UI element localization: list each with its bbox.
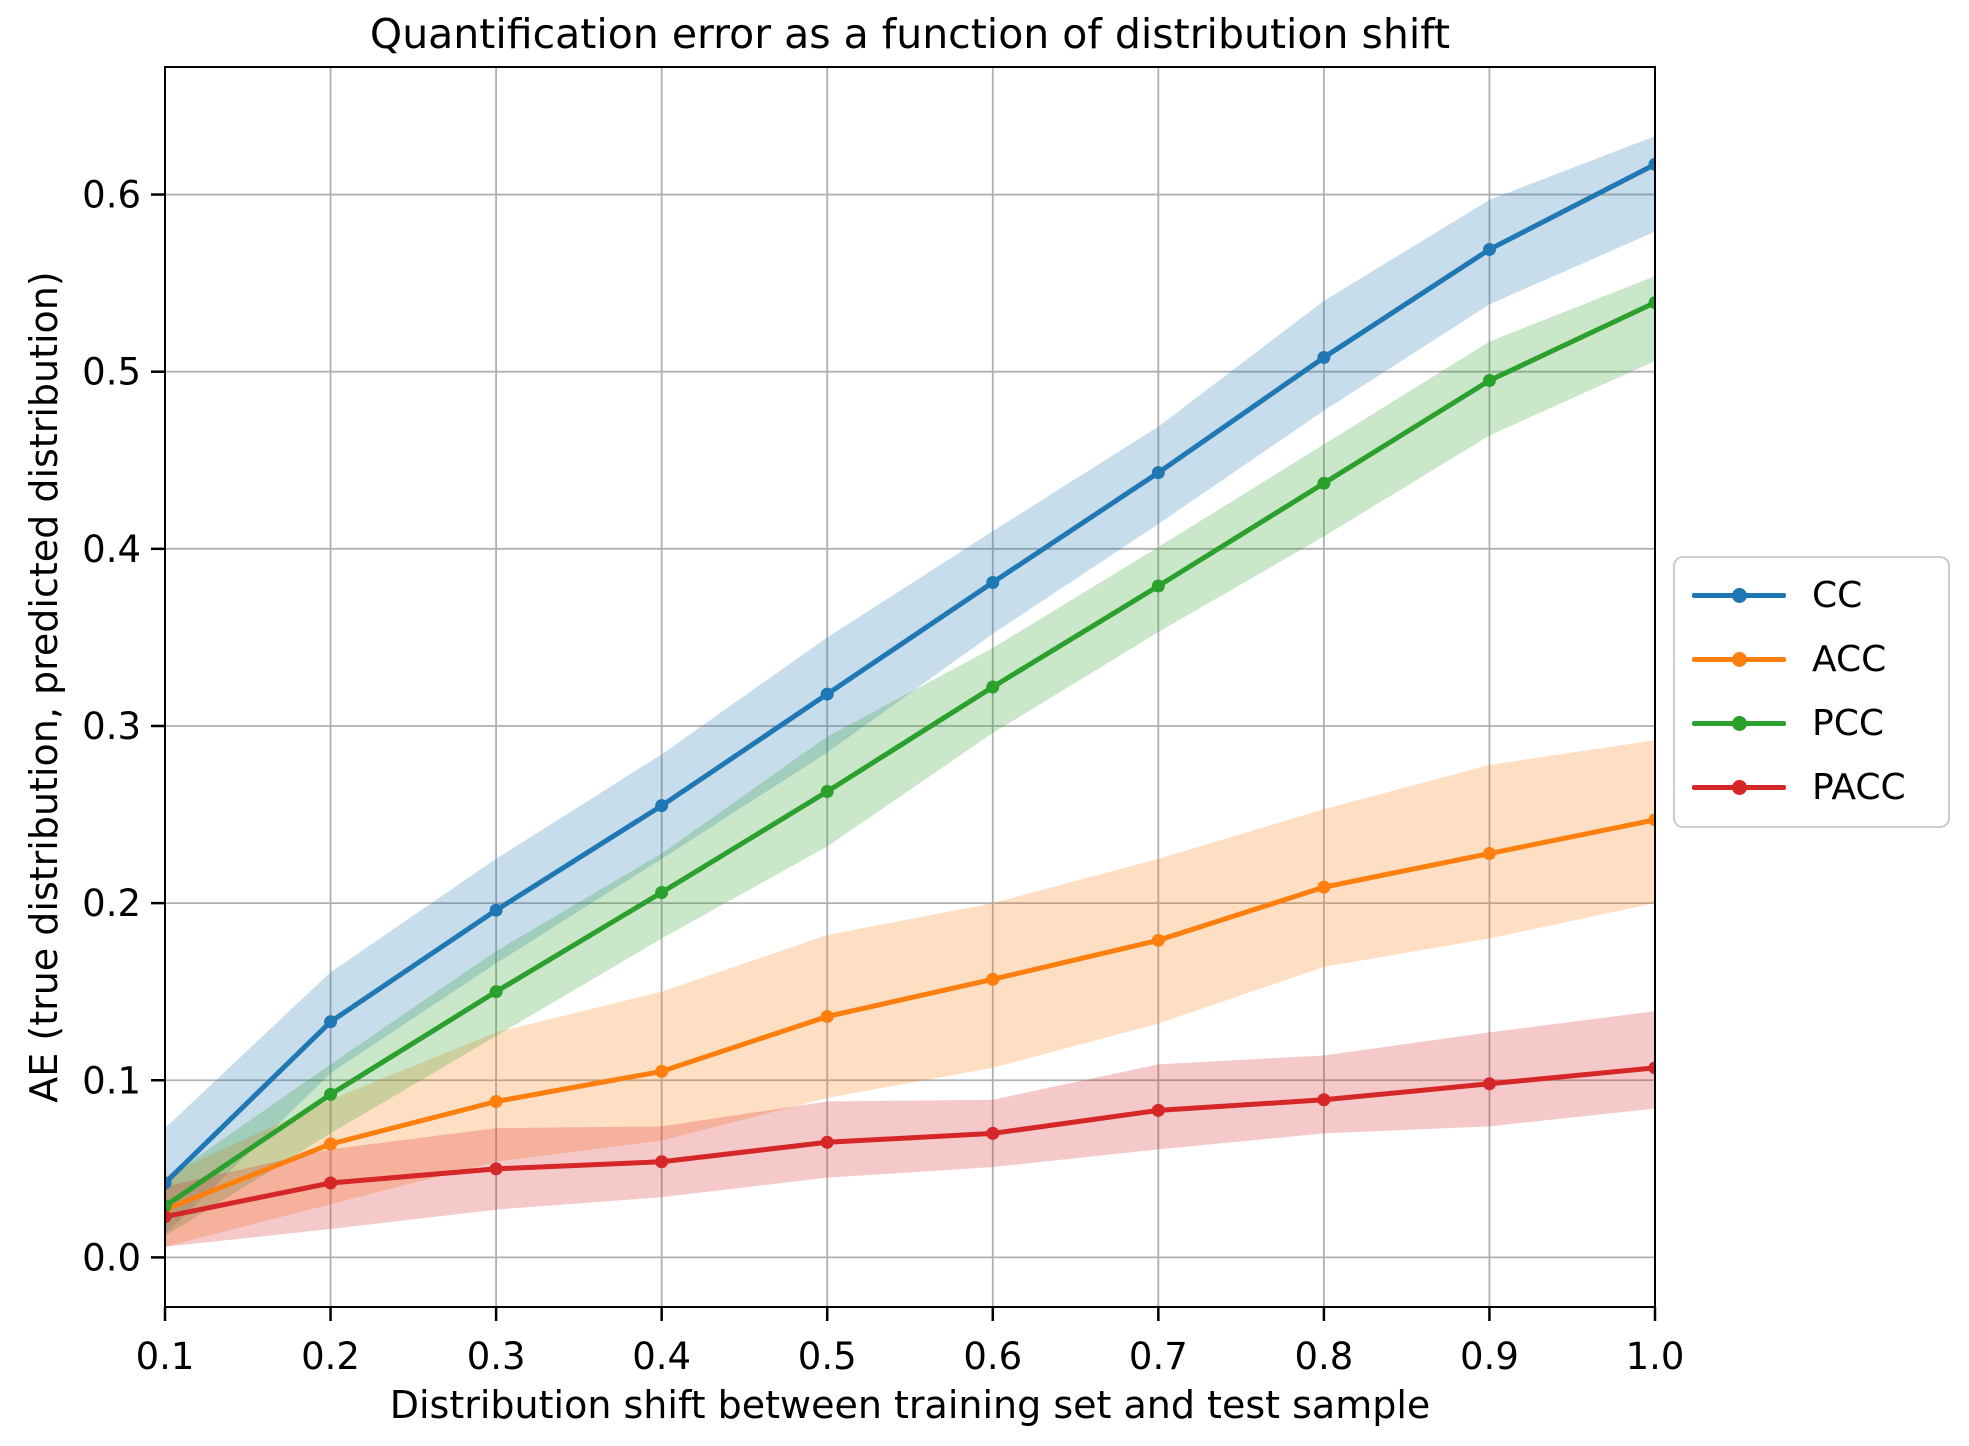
series-layer bbox=[165, 136, 1655, 1247]
legend: CC ACC PCC PACC bbox=[1673, 556, 1950, 828]
x-tick-label: 0.9 bbox=[1460, 1335, 1519, 1378]
series-marker-pcc bbox=[655, 885, 669, 899]
series-marker-pcc bbox=[1482, 374, 1496, 388]
series-marker-pcc bbox=[820, 785, 834, 799]
x-tick-label: 0.2 bbox=[301, 1335, 360, 1378]
x-tick-label: 0.1 bbox=[136, 1335, 195, 1378]
series-marker-cc bbox=[986, 575, 1000, 589]
series-band-cc bbox=[165, 136, 1655, 1235]
legend-item-pacc: PACC bbox=[1692, 755, 1948, 819]
series-marker-cc bbox=[1151, 466, 1165, 480]
series-marker-pacc bbox=[489, 1162, 503, 1176]
series-marker-cc bbox=[820, 687, 834, 701]
series-marker-pacc bbox=[165, 1210, 172, 1224]
y-tick-label: 0.4 bbox=[82, 528, 141, 571]
series-marker-pacc bbox=[1317, 1093, 1331, 1107]
legend-line-marker-acc bbox=[1692, 651, 1786, 667]
series-marker-acc bbox=[324, 1137, 338, 1151]
series-marker-pacc bbox=[820, 1135, 834, 1149]
y-tick-label: 0.5 bbox=[82, 351, 141, 394]
series-marker-cc bbox=[324, 1015, 338, 1029]
y-tick-label: 0.1 bbox=[82, 1059, 141, 1102]
series-marker-acc bbox=[489, 1095, 503, 1109]
x-tick-label: 0.6 bbox=[963, 1335, 1022, 1378]
x-tick-label: 0.3 bbox=[467, 1335, 526, 1378]
series-line-cc bbox=[165, 162, 1655, 1185]
y-tick-label: 0.2 bbox=[82, 882, 141, 925]
series-marker-cc bbox=[1648, 157, 1655, 171]
x-tick-label: 0.5 bbox=[798, 1335, 857, 1378]
series-marker-pcc bbox=[986, 680, 1000, 694]
series-marker-cc bbox=[1317, 351, 1331, 365]
series-marker-pacc bbox=[1648, 1061, 1655, 1075]
series-marker-acc bbox=[820, 1009, 834, 1023]
series-marker-pcc bbox=[1151, 579, 1165, 593]
legend-line-marker-cc bbox=[1692, 587, 1786, 603]
legend-label-acc: ACC bbox=[1812, 638, 1887, 680]
y-tick-label: 0.6 bbox=[82, 174, 141, 217]
y-tick-label: 0.0 bbox=[82, 1236, 141, 1279]
legend-label-pcc: PCC bbox=[1812, 702, 1884, 744]
series-marker-acc bbox=[1482, 847, 1496, 861]
series-marker-acc bbox=[1648, 813, 1655, 827]
series-marker-cc bbox=[489, 903, 503, 917]
series-line-pacc bbox=[165, 1065, 1655, 1220]
x-axis-label: Distribution shift between training set … bbox=[389, 1383, 1431, 1427]
x-tick-label: 1.0 bbox=[1626, 1335, 1685, 1378]
legend-line-marker-pacc bbox=[1692, 779, 1786, 795]
legend-item-cc: CC bbox=[1692, 563, 1948, 627]
series-marker-pcc bbox=[1317, 476, 1331, 490]
series-band-pacc bbox=[165, 1011, 1655, 1247]
series-band-acc bbox=[165, 740, 1655, 1247]
series-marker-pcc bbox=[165, 1199, 172, 1213]
y-axis-label: AE (true distribution, predicted distrib… bbox=[22, 271, 66, 1103]
series-marker-pacc bbox=[1482, 1077, 1496, 1091]
series-line-pcc bbox=[165, 300, 1655, 1209]
legend-line-marker-pcc bbox=[1692, 715, 1786, 731]
x-tick-label: 0.8 bbox=[1294, 1335, 1353, 1378]
series-line-acc bbox=[165, 817, 1655, 1212]
series-marker-acc bbox=[986, 972, 1000, 986]
series-marker-cc bbox=[655, 799, 669, 813]
series-marker-acc bbox=[655, 1064, 669, 1078]
legend-label-cc: CC bbox=[1812, 574, 1863, 616]
series-marker-pcc bbox=[1648, 296, 1655, 310]
series-marker-pcc bbox=[489, 985, 503, 999]
legend-item-acc: ACC bbox=[1692, 627, 1948, 691]
series-marker-pacc bbox=[655, 1155, 669, 1169]
series-band-pcc bbox=[165, 276, 1655, 1237]
series-marker-acc bbox=[1151, 933, 1165, 947]
series-marker-cc bbox=[1482, 242, 1496, 256]
series-marker-acc bbox=[1317, 880, 1331, 894]
chart-title: Quantification error as a function of di… bbox=[369, 10, 1451, 58]
series-marker-pacc bbox=[986, 1126, 1000, 1140]
legend-label-pacc: PACC bbox=[1812, 766, 1906, 808]
x-tick-label: 0.7 bbox=[1129, 1335, 1188, 1378]
y-tick-label: 0.3 bbox=[82, 705, 141, 748]
legend-item-pcc: PCC bbox=[1692, 691, 1948, 755]
series-marker-pacc bbox=[324, 1176, 338, 1190]
series-marker-pacc bbox=[1151, 1103, 1165, 1117]
series-marker-pcc bbox=[324, 1087, 338, 1101]
plot-border bbox=[164, 66, 1656, 1308]
series-marker-cc bbox=[165, 1176, 172, 1190]
x-tick-label: 0.4 bbox=[632, 1335, 691, 1378]
